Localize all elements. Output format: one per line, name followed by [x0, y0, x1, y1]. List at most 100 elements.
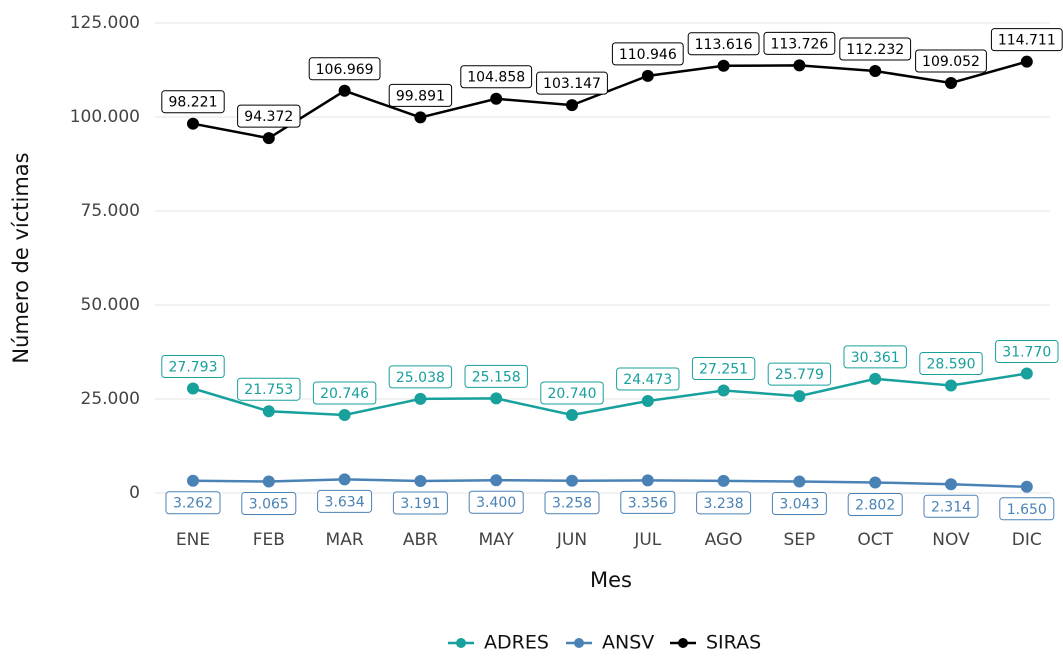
label-box [388, 83, 453, 107]
data-label: 30.361 [851, 350, 900, 366]
series-line [192, 372, 1027, 417]
point [262, 405, 275, 418]
point [641, 394, 654, 407]
x-tick-label: OCT [857, 530, 893, 550]
label-box [915, 49, 987, 73]
data-label: 27.251 [699, 362, 748, 378]
label-box [771, 492, 827, 516]
data-label: 103.147 [543, 76, 601, 92]
point [338, 84, 351, 97]
data-label: 104.858 [467, 70, 525, 86]
label-box [161, 90, 225, 114]
point [1020, 367, 1033, 380]
data-label: 112.232 [846, 42, 904, 58]
y-tick-label: 0 [129, 483, 140, 503]
data-label: 110.946 [619, 47, 677, 63]
data-label: 94.372 [244, 109, 293, 125]
data-label: 3.634 [325, 494, 365, 510]
label-box [843, 345, 907, 369]
data-label: 31.770 [1002, 345, 1051, 361]
point [641, 474, 654, 487]
label-box [995, 340, 1059, 364]
data-label: 113.616 [695, 37, 753, 53]
data-label: 27.793 [169, 359, 218, 375]
y-tick-label: 125.000 [70, 13, 140, 33]
point [945, 379, 957, 392]
label-box [237, 377, 301, 401]
point [869, 65, 882, 78]
data-label: 21.753 [244, 382, 293, 398]
x-tick-label: ABR [403, 530, 438, 550]
data-label: 25.779 [775, 367, 824, 383]
label-box [165, 491, 221, 515]
point [641, 69, 654, 82]
label-box [540, 381, 604, 405]
point [414, 392, 427, 405]
label-box [388, 365, 453, 389]
point [338, 473, 351, 486]
label-box [616, 367, 680, 391]
data-label: 3.238 [704, 496, 744, 512]
point [490, 392, 503, 405]
x-tick-label: AGO [705, 530, 743, 550]
point [187, 382, 199, 395]
label-box [999, 497, 1055, 521]
data-label: 25.158 [472, 369, 521, 385]
data-label: 113.726 [770, 36, 828, 52]
legend-symbol [678, 638, 688, 648]
data-label: 98.221 [169, 95, 218, 111]
point [717, 59, 730, 72]
legend-symbol [574, 638, 584, 648]
label-box [919, 352, 983, 376]
data-label: 28.590 [927, 357, 976, 373]
data-label: 1.650 [1007, 502, 1047, 518]
data-label: 3.258 [552, 496, 592, 512]
point [187, 117, 199, 130]
label-box [468, 490, 524, 514]
data-label: 114.711 [998, 33, 1056, 49]
point [338, 408, 351, 421]
series-line [192, 478, 1027, 489]
data-label: 25.038 [396, 370, 445, 386]
label-box [990, 28, 1063, 52]
label-box [767, 362, 832, 386]
point [1020, 480, 1033, 493]
x-tick-label: JUL [633, 530, 661, 550]
data-label: 109.052 [922, 54, 980, 70]
point [490, 92, 503, 105]
label-box [847, 492, 903, 516]
y-tick-label: 100.000 [70, 107, 140, 127]
x-tick-label: MAY [479, 530, 515, 550]
point [566, 474, 578, 487]
label-box [923, 494, 979, 518]
data-label: 3.191 [400, 496, 440, 512]
x-tick-label: DIC [1012, 530, 1042, 550]
point [262, 475, 275, 488]
series-line [192, 60, 1028, 140]
legend-label: SIRAS [706, 632, 761, 654]
data-label: 106.969 [316, 62, 374, 78]
label-box [611, 42, 684, 66]
label-box [312, 381, 377, 405]
label-box [237, 104, 301, 128]
point [869, 372, 882, 385]
x-tick-label: FEB [253, 530, 285, 550]
y-axis-title: Número de víctimas [9, 152, 33, 363]
data-label: 2.314 [931, 499, 971, 515]
legend-label: ADRES [484, 632, 549, 654]
data-label: 3.356 [628, 495, 668, 511]
point [793, 475, 806, 488]
x-tick-label: JUN [556, 530, 587, 550]
label-box [687, 32, 760, 56]
label-box [696, 491, 752, 515]
label-box [536, 71, 608, 95]
point [566, 99, 578, 112]
data-label: 3.400 [476, 495, 516, 511]
x-tick-label: ENE [176, 530, 210, 550]
legend-symbol [456, 638, 466, 648]
point [717, 384, 730, 397]
y-tick-label: 75.000 [81, 201, 140, 221]
point [793, 390, 806, 403]
label-box [317, 489, 373, 513]
data-label: 3.043 [779, 497, 819, 513]
